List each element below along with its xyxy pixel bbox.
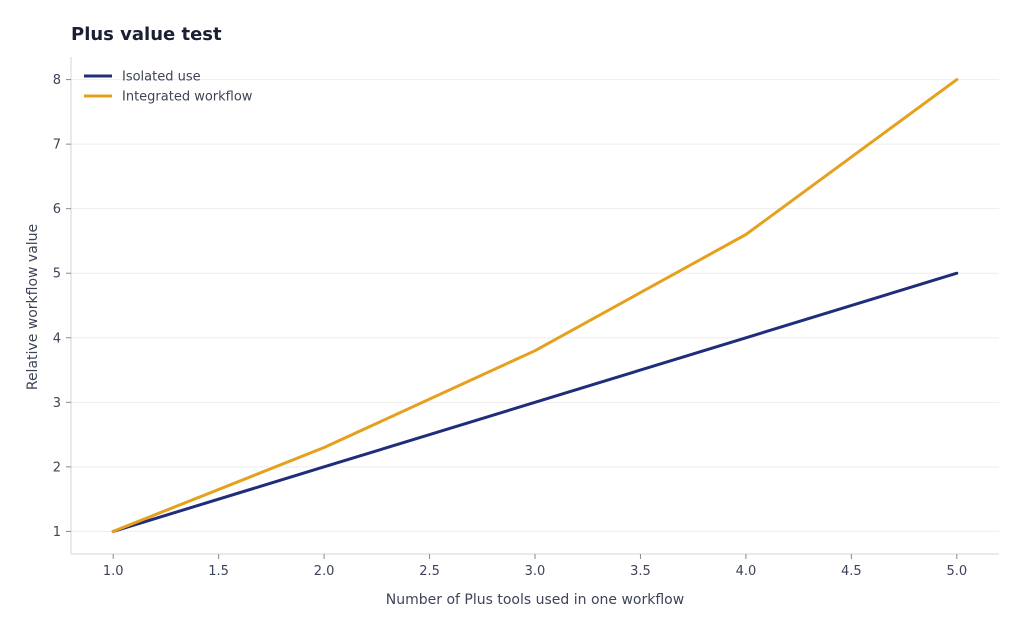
y-tick-label: 3 [53,396,61,411]
y-tick-label: 5 [53,267,61,282]
x-tick-label: 3.5 [630,564,651,579]
y-tick-label: 8 [53,73,61,88]
y-axis-label: Relative workflow value [25,224,41,390]
legend-item-isolated-use: Isolated use [84,70,201,85]
x-tick-label: 3.0 [525,564,546,579]
x-tick-label: 1.0 [103,564,124,579]
x-tick-label: 4.5 [841,564,862,579]
grid [71,79,999,532]
x-axis-label: Number of Plus tools used in one workflo… [386,592,684,608]
series-line-isolated-use [111,271,959,533]
x-tick-label: 2.5 [419,564,440,579]
x-tick-label: 1.5 [208,564,229,579]
y-tick-label: 6 [53,202,61,217]
x-tick-label: 4.0 [736,564,757,579]
y-tick-label: 7 [53,138,61,153]
series [111,78,959,533]
legend-item-integrated-workflow: Integrated workflow [84,90,253,105]
x-tick-label: 2.0 [314,564,335,579]
y-tick-label: 1 [53,525,61,540]
legend-label: Integrated workflow [122,90,253,105]
legend-label: Isolated use [122,70,201,85]
ticks: 1 2 3 4 5 6 7 8 1.0 1.5 2.0 2.5 3.0 3.5 4.0 4.5 5.0 [53,73,967,579]
chart-title: Plus value test [71,24,222,45]
series-line-integrated-workflow [111,78,959,533]
y-tick-label: 4 [53,331,61,346]
y-tick-label: 2 [53,460,61,475]
legend: Isolated use Integrated workflow [84,70,253,105]
axes [70,57,999,555]
x-tick-label: 5.0 [946,564,967,579]
